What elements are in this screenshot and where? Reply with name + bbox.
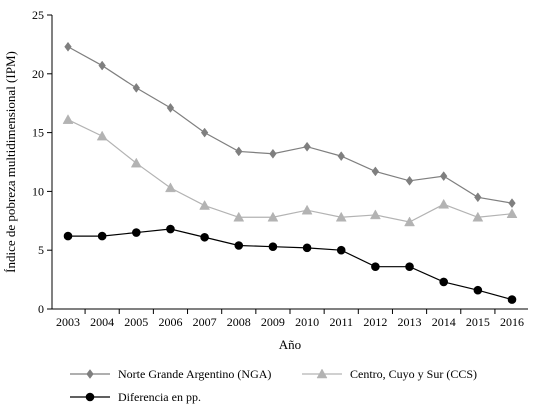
data-point [302,243,312,253]
data-point [440,171,448,182]
y-axis-title: Índice de pobreza multidimensional (IPM) [3,51,18,273]
data-point [472,211,484,222]
data-point [337,151,345,162]
series-triangle [62,114,518,227]
data-point [200,232,209,242]
data-point [303,141,311,152]
data-point [439,277,448,287]
data-point [371,262,380,271]
x-tick-label: 2011 [329,315,353,329]
series-layer [62,41,518,304]
series-line [68,228,513,301]
legend: Norte Grande Argentino (NGA) Centro, Cuyo… [70,367,477,404]
y-tick-label: 5 [38,243,44,257]
x-tick-label: 2006 [158,315,182,329]
data-point [234,241,244,250]
data-point [62,114,74,124]
data-point [64,41,72,52]
legend-label: Centro, Cuyo y Sur (CCS) [350,367,477,381]
data-point [97,231,107,241]
x-tick-label: 2010 [295,315,319,329]
data-point [474,192,482,203]
data-point [132,82,140,93]
data-point [438,198,450,209]
data-point [166,224,175,234]
data-point [63,231,73,241]
x-tick-label: 2015 [466,315,490,329]
y-axis-ticks: 0 5 10 15 20 25 [32,8,52,316]
legend-marker [316,368,328,379]
data-point [473,285,483,295]
series-diamond [64,41,516,209]
x-axis-title: Año [279,337,301,352]
data-point [98,60,106,71]
series-circle [63,224,517,304]
x-tick-label: 2007 [193,315,217,329]
x-tick-label: 2012 [363,315,387,329]
data-point [405,262,414,271]
x-tick-label: 2009 [261,315,285,329]
data-point [506,208,518,218]
plot-area [51,15,528,310]
y-tick-label: 0 [38,302,44,316]
x-tick-label: 2004 [90,315,114,329]
x-tick-label: 2003 [56,315,80,329]
data-point [371,166,380,177]
series-line [67,119,513,223]
data-point [200,127,209,138]
x-tick-label: 2013 [398,315,422,329]
legend-item: Diferencia en pp. [70,390,201,404]
x-tick-label: 2008 [227,315,251,329]
data-point [301,204,313,215]
data-point [233,211,245,222]
data-point [166,102,175,113]
data-point [405,175,414,186]
data-point [235,146,243,157]
x-tick-label: 2005 [124,315,148,329]
data-point [165,182,176,193]
y-tick-label: 20 [32,67,44,81]
data-point [96,130,108,141]
data-point [267,211,279,222]
legend-item: Centro, Cuyo y Sur (CCS) [302,367,477,381]
data-point [130,157,142,168]
y-tick-label: 10 [32,184,44,198]
x-tick-label: 2014 [432,315,456,329]
x-tick-label: 2016 [500,315,524,329]
legend-marker [86,369,94,379]
data-point [268,242,278,251]
data-point [369,209,381,220]
y-tick-label: 25 [32,8,44,22]
data-point [507,295,517,304]
data-point [335,211,347,222]
data-point [132,228,141,237]
y-tick-label: 15 [32,126,44,140]
data-point [404,216,415,227]
legend-label: Diferencia en pp. [118,390,201,404]
data-point [508,198,516,209]
legend-label: Norte Grande Argentino (NGA) [118,367,271,381]
series-line [67,46,513,204]
data-point [269,148,277,159]
legend-item: Norte Grande Argentino (NGA) [70,367,271,381]
data-point [199,199,211,210]
legend-marker [85,392,95,402]
data-point [336,245,346,255]
x-axis-ticks: 2003 2004 2005 2006 2007 2008 2009 2010 2011 2012… [56,309,524,329]
